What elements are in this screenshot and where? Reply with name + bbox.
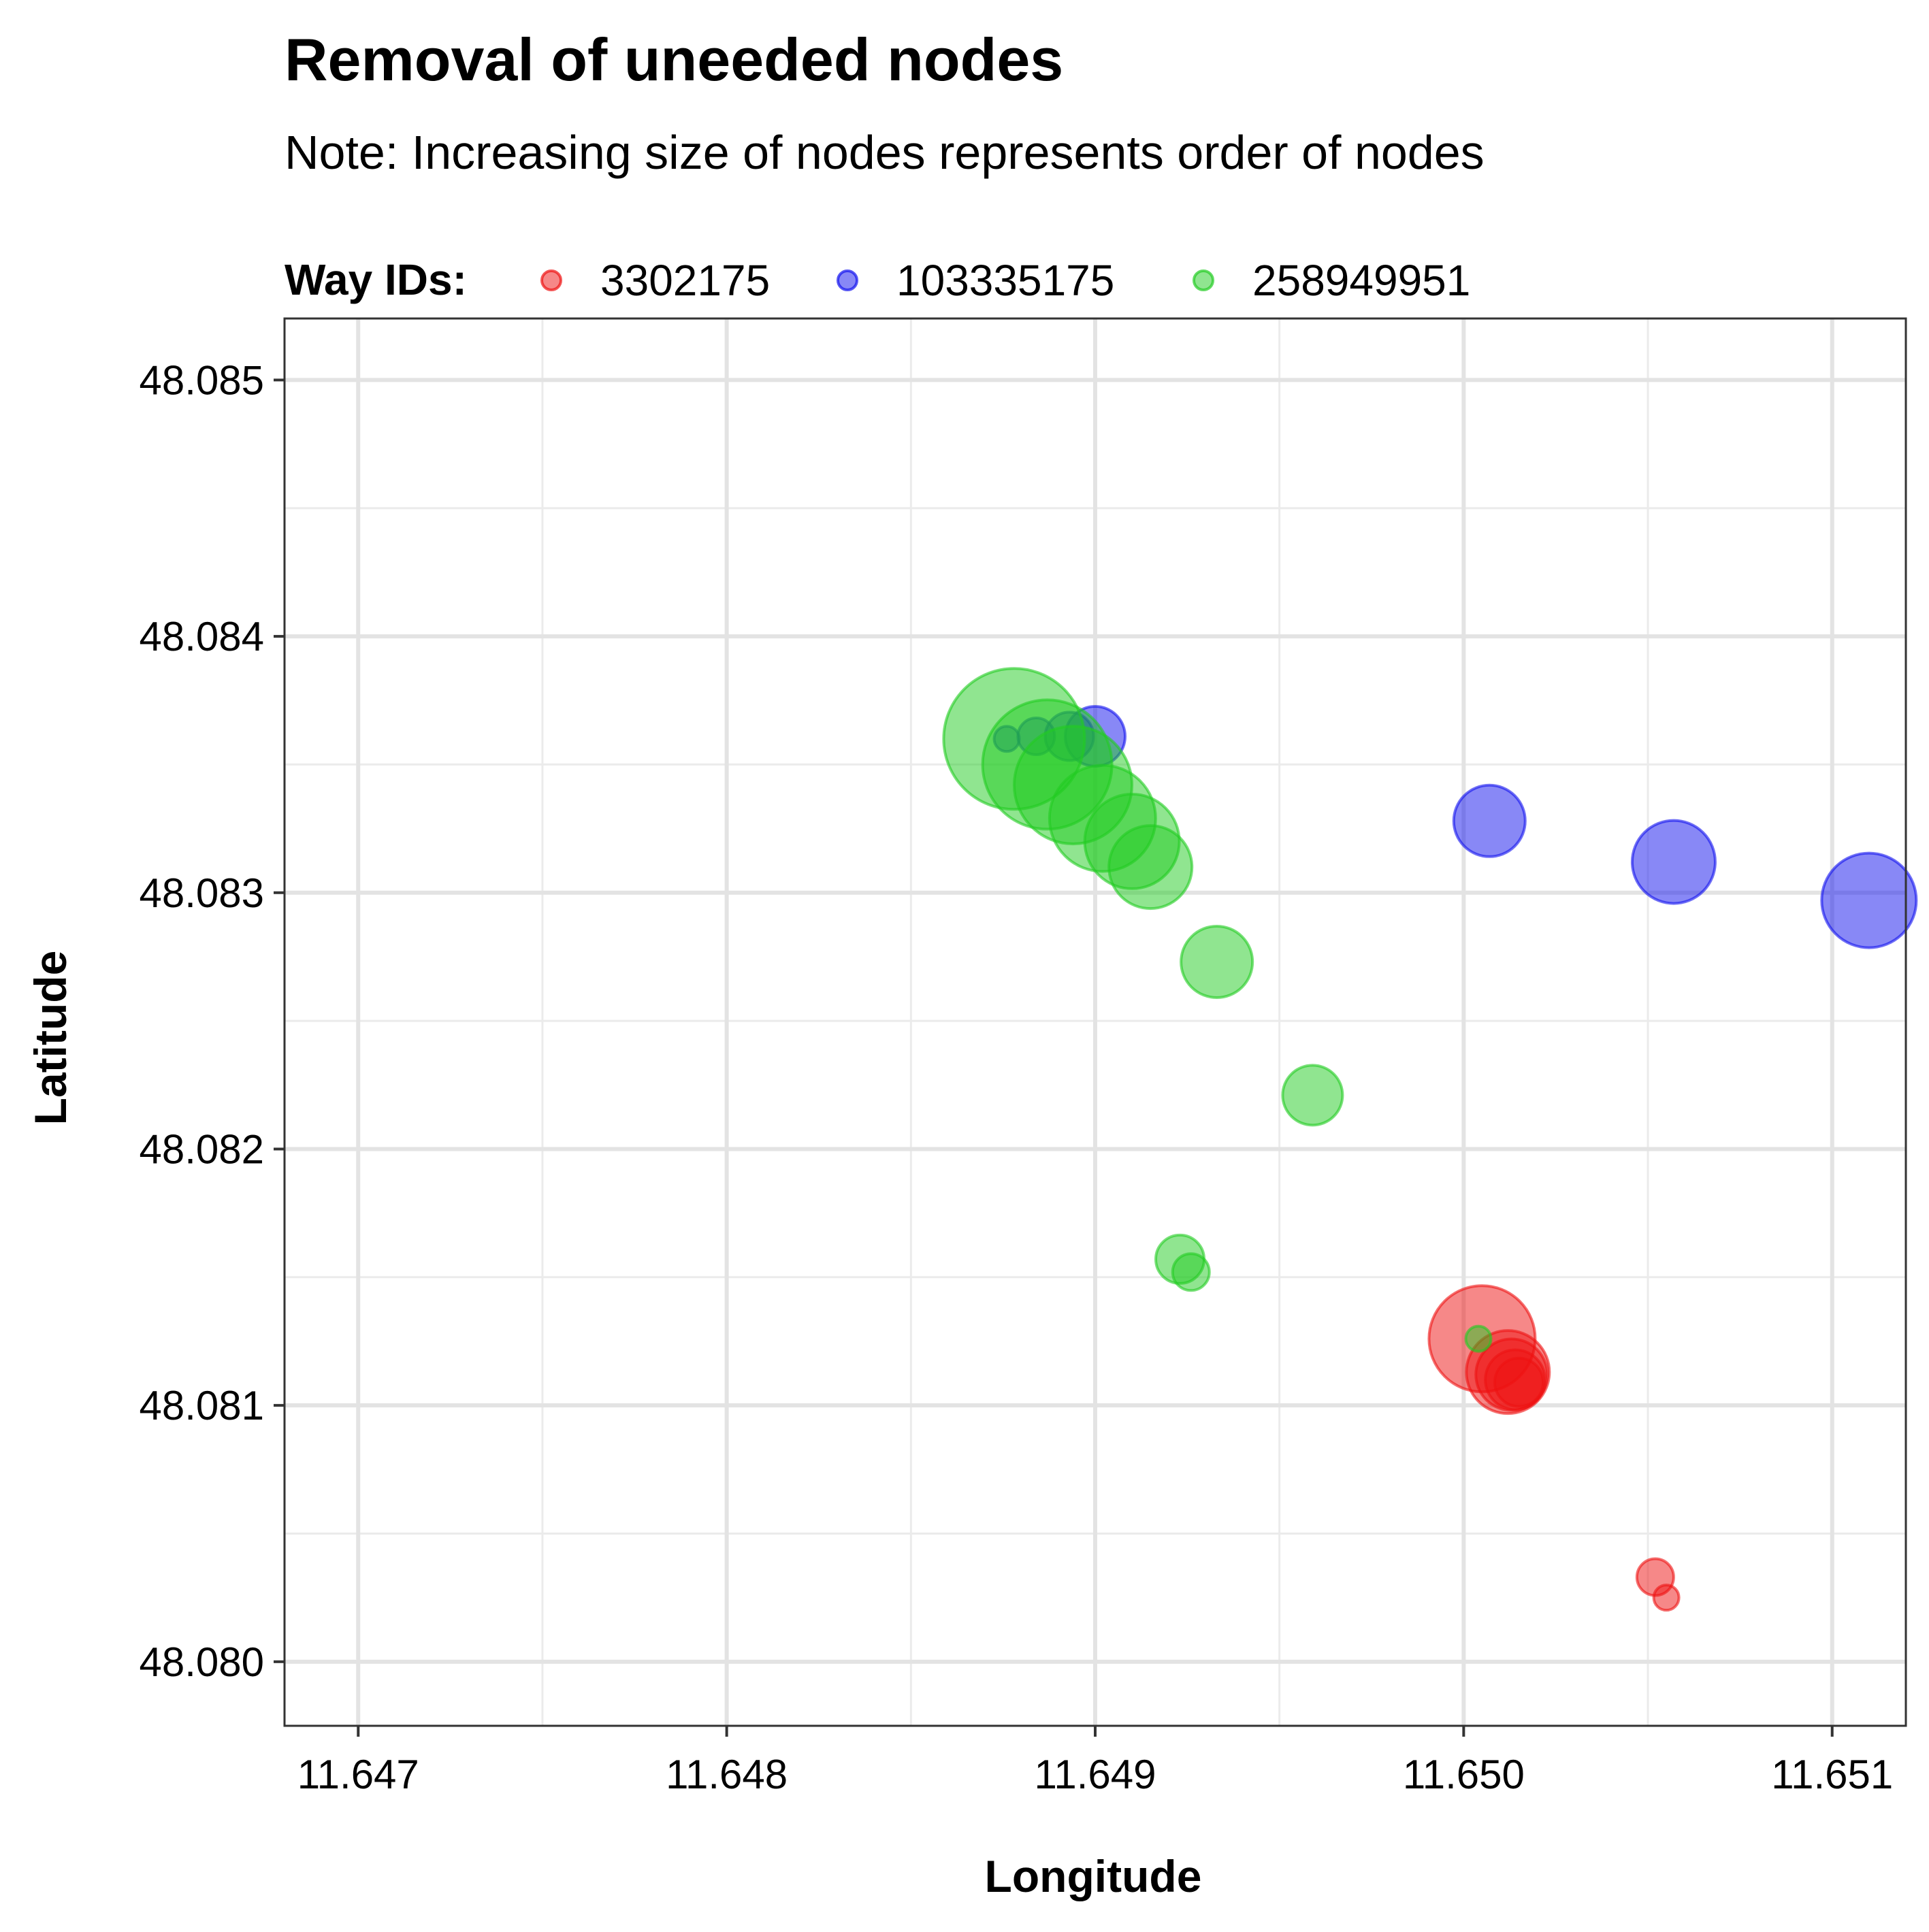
x-tick-label: 11.649 — [1034, 1752, 1156, 1797]
data-point — [1154, 1233, 1206, 1285]
x-tick-label: 11.647 — [297, 1752, 419, 1797]
data-point — [1464, 1324, 1493, 1353]
x-axis-title: Longitude — [985, 1851, 1202, 1901]
legend: Way IDs: 3302175 103335175 258949951 — [285, 255, 1470, 305]
data-points — [942, 667, 1918, 1612]
y-tick-label: 48.083 — [139, 870, 264, 916]
data-point — [1635, 1557, 1675, 1597]
legend-key-258949951 — [1193, 269, 1214, 291]
data-point — [1180, 924, 1254, 999]
legend-key-3302175 — [540, 269, 562, 291]
data-point — [1820, 851, 1918, 949]
chart-title: Removal of uneeded nodes — [285, 26, 1063, 93]
legend-label-3302175: 3302175 — [600, 256, 770, 305]
y-axis: 48.080 48.081 48.082 48.083 48.084 48.085 — [139, 357, 285, 1685]
y-tick-label: 48.082 — [139, 1126, 264, 1172]
legend-label-258949951: 258949951 — [1252, 256, 1470, 305]
major-gridlines — [285, 318, 1906, 1726]
legend-key-103335175 — [837, 269, 858, 291]
y-tick-label: 48.081 — [139, 1383, 264, 1428]
plot-panel — [283, 317, 1918, 1727]
legend-label-103335175: 103335175 — [896, 256, 1114, 305]
x-tick-label: 11.651 — [1771, 1752, 1893, 1797]
y-axis-title: Latitude — [25, 951, 76, 1126]
x-axis: 11.647 11.648 11.649 11.650 11.651 — [297, 1726, 1893, 1797]
x-tick-label: 11.648 — [666, 1752, 788, 1797]
data-point — [942, 667, 1086, 811]
legend-title: Way IDs: — [285, 255, 467, 304]
data-point — [1281, 1064, 1344, 1127]
chart-subtitle: Note: Increasing size of nodes represent… — [285, 126, 1485, 179]
y-tick-label: 48.084 — [139, 614, 264, 659]
series-258949951 — [942, 667, 1493, 1353]
y-tick-label: 48.080 — [139, 1639, 264, 1685]
x-tick-label: 11.650 — [1403, 1752, 1525, 1797]
data-point — [1630, 819, 1717, 905]
data-point — [1452, 783, 1527, 858]
y-tick-label: 48.085 — [139, 357, 264, 403]
